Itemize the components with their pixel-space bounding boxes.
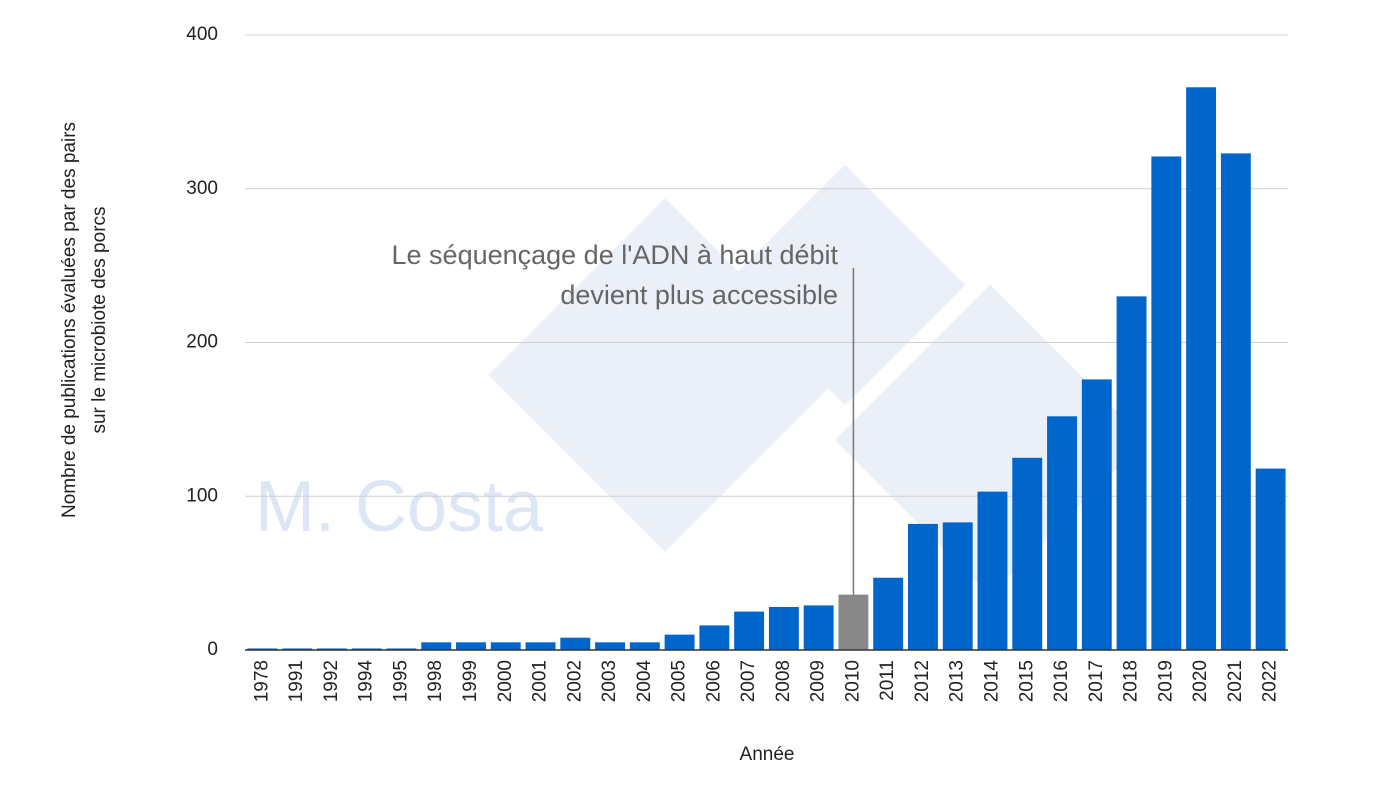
- bar: [456, 642, 486, 650]
- bar: [768, 606, 799, 650]
- y-tick-label: 200: [186, 332, 218, 353]
- x-tick-label: 1998: [425, 660, 446, 702]
- x-tick-label: 2017: [1086, 660, 1107, 702]
- bar: [351, 648, 382, 650]
- x-tick-label: 2001: [530, 660, 551, 702]
- bar: [838, 594, 869, 650]
- bar: [977, 491, 1008, 650]
- x-tick-label: 2010: [842, 660, 863, 702]
- y-tick-label: 400: [186, 24, 218, 45]
- x-tick-label: 2002: [564, 660, 585, 702]
- bar: [1047, 416, 1077, 650]
- bar: [1255, 468, 1286, 650]
- bar: [595, 642, 625, 650]
- bar: [699, 625, 730, 650]
- x-tick-label: 2014: [981, 660, 1002, 703]
- x-tick-label: 2021: [1225, 660, 1246, 702]
- x-tick-label: 2004: [634, 660, 655, 703]
- x-tick-label: 2012: [912, 660, 933, 702]
- bar: [734, 611, 765, 650]
- bar: [908, 523, 938, 650]
- bar: [942, 522, 973, 650]
- x-tick-label: 2000: [495, 660, 516, 702]
- x-tick-label: 2009: [808, 660, 829, 702]
- x-tick-label: 2020: [1190, 660, 1211, 702]
- x-tick-label: 1992: [321, 660, 342, 702]
- bar: [282, 648, 313, 650]
- bar: [664, 634, 695, 650]
- annotation: Le séquençage de l'ADN à haut débit: [392, 240, 839, 270]
- x-tick-label: 2019: [1155, 660, 1176, 702]
- bar: [629, 642, 660, 650]
- bar: [560, 637, 591, 650]
- x-tick-label: 2008: [773, 660, 794, 702]
- y-tick-label: 300: [186, 178, 218, 199]
- bar: [873, 577, 904, 650]
- bar: [1220, 153, 1251, 650]
- x-tick-label: 1991: [286, 660, 307, 702]
- bar: [247, 648, 278, 650]
- bar: [1186, 87, 1217, 650]
- bar: [316, 648, 347, 650]
- x-tick-label: 2013: [947, 660, 968, 702]
- bar: [1081, 379, 1112, 650]
- bar: [1151, 156, 1182, 650]
- x-tick-label: 2006: [703, 660, 724, 702]
- y-tick-label: 0: [207, 639, 218, 660]
- bar: [803, 605, 834, 650]
- x-tick-label: 2016: [1051, 660, 1072, 702]
- watermark: M. Costa: [255, 467, 544, 547]
- x-tick-label: 2022: [1260, 660, 1281, 702]
- x-tick-label: 2015: [1016, 660, 1037, 702]
- bar: [386, 648, 417, 650]
- bar: [1012, 457, 1043, 650]
- x-tick-label: 1978: [251, 660, 272, 702]
- bar: [490, 642, 521, 650]
- bar: [525, 642, 556, 650]
- x-tick-label: 1995: [390, 660, 411, 702]
- x-tick-label: 1994: [356, 660, 377, 703]
- x-tick-label: 2005: [669, 660, 690, 702]
- watermark-logo: [488, 164, 1146, 596]
- y-tick-label: 100: [186, 485, 218, 506]
- annotation: devient plus accessible: [560, 280, 838, 310]
- x-tick-label: 2011: [877, 660, 898, 701]
- bar: [1116, 296, 1147, 650]
- y-axis-title: sur le microbiote des porcs: [89, 206, 110, 433]
- x-tick-label: 2003: [599, 660, 620, 702]
- y-axis-title: Nombre de publications évaluées par des …: [59, 122, 80, 518]
- x-tick-label: 2007: [738, 660, 759, 702]
- x-tick-label: 1999: [460, 660, 481, 702]
- x-tick-label: 2018: [1121, 660, 1142, 702]
- bar: [421, 642, 452, 650]
- x-axis-title: Année: [740, 744, 795, 765]
